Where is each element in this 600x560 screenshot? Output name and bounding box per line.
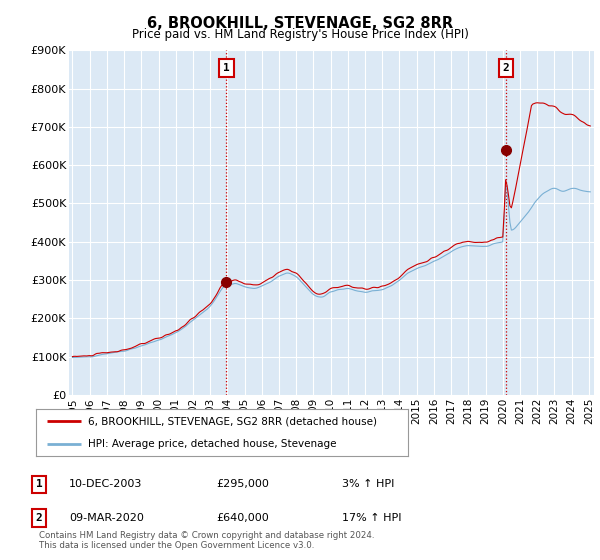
Text: HPI: Average price, detached house, Stevenage: HPI: Average price, detached house, Stev… bbox=[88, 439, 337, 449]
Text: 6, BROOKHILL, STEVENAGE, SG2 8RR (detached house): 6, BROOKHILL, STEVENAGE, SG2 8RR (detach… bbox=[88, 416, 377, 426]
Text: 09-MAR-2020: 09-MAR-2020 bbox=[69, 513, 144, 523]
Text: 17% ↑ HPI: 17% ↑ HPI bbox=[342, 513, 401, 523]
Text: 6, BROOKHILL, STEVENAGE, SG2 8RR: 6, BROOKHILL, STEVENAGE, SG2 8RR bbox=[147, 16, 453, 31]
Text: 10-DEC-2003: 10-DEC-2003 bbox=[69, 479, 142, 489]
Text: £295,000: £295,000 bbox=[216, 479, 269, 489]
Text: 2: 2 bbox=[502, 63, 509, 73]
Text: 3% ↑ HPI: 3% ↑ HPI bbox=[342, 479, 394, 489]
Text: 1: 1 bbox=[223, 63, 230, 73]
Text: Price paid vs. HM Land Registry's House Price Index (HPI): Price paid vs. HM Land Registry's House … bbox=[131, 28, 469, 41]
Text: 1: 1 bbox=[35, 479, 43, 489]
Text: Contains HM Land Registry data © Crown copyright and database right 2024.
This d: Contains HM Land Registry data © Crown c… bbox=[39, 530, 374, 550]
Text: £640,000: £640,000 bbox=[216, 513, 269, 523]
Text: 2: 2 bbox=[35, 513, 43, 523]
